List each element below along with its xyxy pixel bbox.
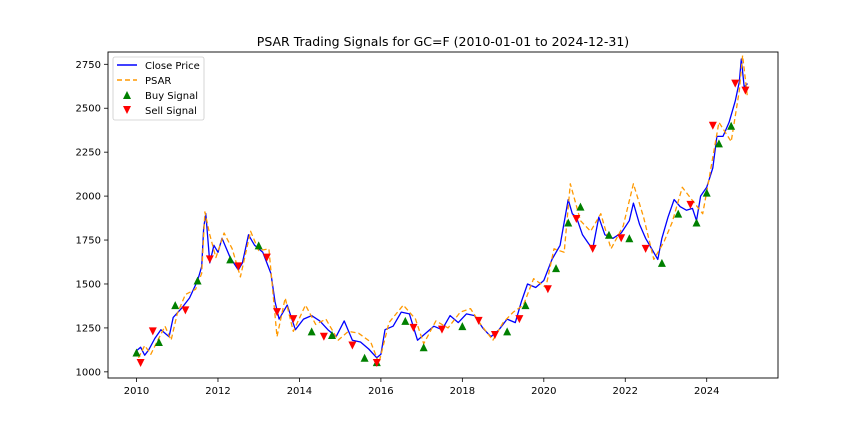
legend-box — [112, 56, 205, 121]
x-tick-label: 2014 — [287, 386, 312, 397]
sell-signal-marker — [741, 86, 750, 95]
buy-signal-marker — [132, 348, 141, 357]
sell-signal-marker — [372, 359, 381, 368]
sell-signal-marker — [474, 316, 483, 325]
y-tick-label: 2250 — [76, 148, 101, 159]
buy-signal-marker — [564, 218, 573, 227]
y-tick-label: 2750 — [76, 60, 101, 71]
sell-signal-marker — [731, 79, 740, 88]
sell-signal-marker — [319, 332, 328, 341]
buy-signal-marker — [727, 121, 736, 130]
sell-signal-marker — [515, 315, 524, 324]
buy-signal-marker — [419, 343, 428, 352]
sell-signal-marker — [348, 341, 357, 350]
plot-area-frame — [107, 51, 779, 379]
x-tick-label: 2022 — [613, 386, 638, 397]
y-tick-label: 1750 — [76, 236, 101, 247]
legend: Close Price PSAR Buy Signal Sell Signal — [112, 56, 205, 121]
x-tick-label: 2024 — [694, 386, 719, 397]
buy-signal-marker — [154, 337, 163, 346]
buy-signal-marker — [604, 230, 613, 239]
sell-signal-marker — [708, 121, 717, 130]
legend-psar-label: PSAR — [145, 76, 171, 87]
x-tick-label: 2010 — [124, 386, 149, 397]
buy-signal-marker — [360, 353, 369, 362]
buy-signal-marker — [226, 255, 235, 264]
y-tick-label: 2500 — [76, 104, 101, 115]
sell-signal-marker — [205, 255, 214, 264]
y-tick-label: 1250 — [76, 323, 101, 334]
sell-signal-marker — [641, 244, 650, 253]
buy-signal-marker — [401, 316, 410, 325]
sell-signal-marker — [437, 325, 446, 334]
x-tick-label: 2018 — [450, 386, 475, 397]
sell-signal-marker — [136, 359, 145, 368]
series-line-close-price — [136, 58, 748, 359]
buy-signal-marker — [171, 301, 180, 310]
sell-signal-marker — [289, 315, 298, 324]
chart-title: PSAR Trading Signals for GC=F (2010-01-0… — [257, 34, 629, 49]
sell-signal-marker — [617, 234, 626, 243]
y-tick-label: 1500 — [76, 279, 101, 290]
buy-signal-marker — [714, 139, 723, 148]
buy-signal-marker — [254, 241, 263, 250]
buy-signal-marker — [576, 202, 585, 211]
legend-close-price-label: Close Price — [145, 61, 200, 72]
sell-signal-marker — [148, 327, 157, 336]
y-tick-label: 1000 — [76, 367, 101, 378]
legend-sell-signal-swatch — [123, 106, 131, 114]
buy-signal-marker — [692, 218, 701, 227]
sell-signal-marker — [262, 253, 271, 262]
x-tick-label: 2016 — [368, 386, 393, 397]
sell-signal-marker — [686, 200, 695, 209]
sell-signal-marker — [234, 262, 243, 271]
signal-marker-layer — [132, 79, 750, 368]
legend-buy-signal-swatch — [123, 91, 131, 99]
sell-signal-marker — [490, 330, 499, 339]
sell-signal-marker — [273, 308, 282, 317]
buy-signal-marker — [521, 301, 530, 310]
buy-signal-marker — [503, 327, 512, 336]
sell-signal-marker — [181, 306, 190, 315]
sell-signal-marker — [588, 244, 597, 253]
legend-buy-signal-label: Buy Signal — [145, 91, 198, 102]
buy-signal-marker — [702, 188, 711, 197]
buy-signal-marker — [674, 209, 683, 218]
buy-signal-marker — [625, 234, 634, 243]
buy-signal-marker — [458, 322, 467, 331]
axis-layer: 2010 2012 2014 2016 2018 2020 2022 2024 1000 1250… — [76, 60, 720, 397]
buy-signal-marker — [657, 258, 666, 267]
buy-signal-marker — [193, 276, 202, 285]
legend-sell-signal-label: Sell Signal — [145, 106, 197, 117]
buy-signal-marker — [307, 327, 316, 336]
x-tick-label: 2012 — [205, 386, 230, 397]
sell-signal-marker — [409, 323, 418, 332]
sell-signal-marker — [572, 214, 581, 223]
buy-signal-marker — [328, 330, 337, 339]
sell-signal-marker — [543, 285, 552, 294]
y-tick-label: 2000 — [76, 192, 101, 203]
buy-signal-marker — [552, 264, 561, 273]
x-tick-label: 2020 — [531, 386, 556, 397]
